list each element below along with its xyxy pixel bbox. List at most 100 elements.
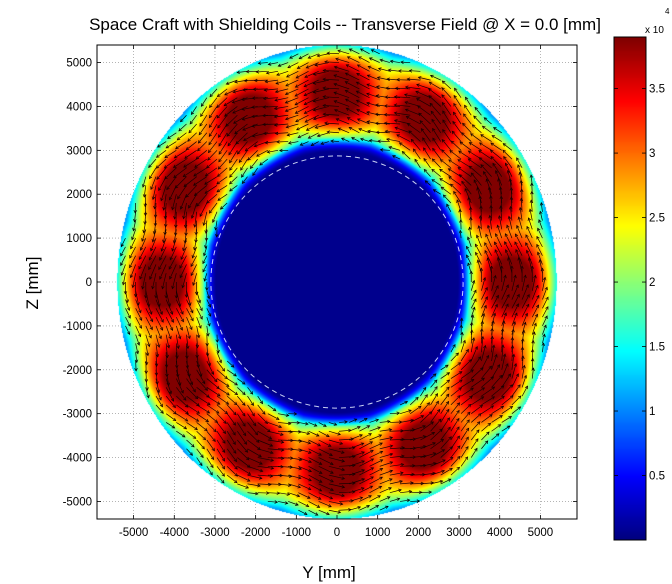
field-arrow <box>258 62 268 64</box>
field-arrow <box>400 491 412 494</box>
field-arrow-head <box>168 390 173 395</box>
field-arrow <box>200 106 208 117</box>
field-arrow <box>481 313 485 326</box>
field-arrow-head <box>208 133 213 138</box>
field-arrow-head <box>149 276 153 280</box>
field-arrow <box>441 139 452 151</box>
field-arrow <box>216 352 222 363</box>
field-arrow <box>285 88 299 95</box>
field-arrow <box>176 299 184 315</box>
field-arrow-head <box>525 234 529 238</box>
field-arrow <box>237 439 248 453</box>
field-arrow-head <box>200 103 205 107</box>
field-arrow-head <box>447 426 451 431</box>
field-arrow-head <box>304 74 308 78</box>
field-arrow-head <box>192 435 197 439</box>
field-arrow-head <box>247 471 252 475</box>
field-arrow <box>197 141 208 152</box>
field-arrow-head <box>194 395 199 400</box>
field-arrow-head <box>357 426 361 430</box>
field-arrow-head <box>273 106 278 111</box>
field-arrow-head <box>379 58 384 63</box>
field-arrow-head <box>340 137 345 141</box>
field-arrow <box>206 430 216 442</box>
field-arrow-head <box>184 232 188 237</box>
field-arrow-head <box>274 89 279 94</box>
field-arrow-head <box>328 504 332 508</box>
field-arrow-head <box>480 367 484 371</box>
field-arrow-head <box>327 443 332 447</box>
field-arrow-head <box>193 246 197 251</box>
field-arrow-head <box>187 373 191 378</box>
field-arrow <box>166 176 177 190</box>
field-arrow <box>196 439 205 450</box>
field-arrow-head <box>208 210 213 214</box>
field-arrow-head <box>287 141 292 145</box>
field-arrow <box>226 422 236 436</box>
field-arrow-head <box>516 293 520 298</box>
field-arrow-head <box>174 295 179 299</box>
field-arrow <box>298 483 311 490</box>
field-arrow <box>288 465 302 470</box>
field-arrow-head <box>345 107 350 111</box>
field-arrow <box>216 474 225 484</box>
field-arrow-head <box>418 490 423 495</box>
field-arrow-head <box>167 135 171 139</box>
field-arrow <box>359 433 372 441</box>
field-arrow-head <box>375 130 380 135</box>
field-arrow <box>165 378 172 394</box>
field-arrow <box>204 273 208 282</box>
field-arrow <box>466 246 472 256</box>
field-arrow <box>440 426 451 441</box>
field-arrow-head <box>344 72 349 76</box>
field-arrow <box>379 421 391 423</box>
field-arrow-head <box>299 142 304 146</box>
field-arrow-head <box>496 364 501 368</box>
field-arrow-head <box>257 446 261 451</box>
field-arrow-head <box>169 256 173 261</box>
field-arrow-head <box>474 106 478 111</box>
field-arrow-head <box>507 373 511 377</box>
field-arrow <box>334 100 350 107</box>
field-arrow <box>531 331 535 344</box>
field-arrow-head <box>470 369 474 373</box>
field-arrow-head <box>176 374 180 378</box>
field-arrow-head <box>168 335 172 340</box>
field-arrow <box>508 216 513 230</box>
field-arrow <box>138 255 147 270</box>
field-arrow <box>481 431 490 441</box>
field-arrow <box>359 418 368 423</box>
field-arrow-head <box>428 88 432 92</box>
field-arrow <box>430 428 443 441</box>
field-arrow-head <box>368 139 373 143</box>
field-arrow <box>429 81 441 90</box>
field-arrow-head <box>463 113 467 117</box>
field-arrow <box>267 404 277 412</box>
field-arrow <box>176 404 189 415</box>
field-arrow <box>481 386 495 397</box>
field-arrow-head <box>136 302 140 306</box>
field-arrow <box>206 457 214 468</box>
field-arrow-head <box>432 147 436 152</box>
field-arrow-head <box>217 197 222 201</box>
colorbar-tick-label: 1.5 <box>649 342 665 354</box>
field-arrow <box>308 457 322 465</box>
field-arrow <box>183 167 197 177</box>
field-arrow-head <box>379 459 384 463</box>
field-arrow-head <box>193 192 198 196</box>
field-arrow-head <box>216 93 221 97</box>
field-arrow <box>190 264 197 276</box>
inner-bore-dashed-circle <box>210 155 464 409</box>
field-arrow-head <box>517 406 522 410</box>
field-arrow-head <box>477 225 481 229</box>
field-arrow <box>155 308 164 323</box>
field-arrow-head <box>176 345 180 350</box>
field-arrow <box>460 349 469 362</box>
field-arrow-head <box>396 78 400 82</box>
field-arrow-head <box>234 466 238 470</box>
field-arrow <box>165 141 177 149</box>
field-arrow <box>357 118 370 125</box>
x-tick-label: 0 <box>334 527 340 539</box>
field-arrow-head <box>150 247 154 252</box>
field-arrow <box>450 183 462 195</box>
